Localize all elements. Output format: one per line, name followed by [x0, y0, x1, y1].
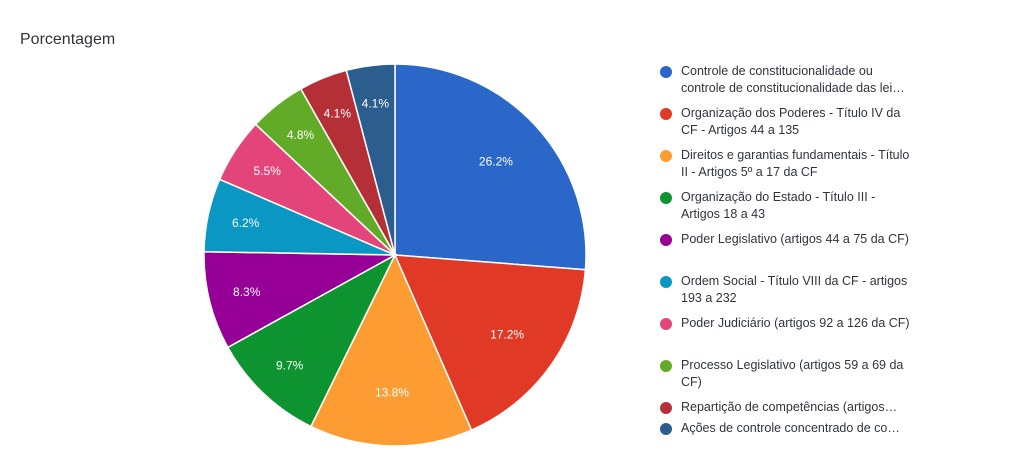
legend-label: Direitos e garantias fundamentais - Títu… — [681, 148, 910, 179]
legend-swatch — [660, 360, 672, 372]
legend-item[interactable]: Processo Legislativo (artigos 59 a 69 da… — [660, 357, 960, 399]
slice-label-2: 17.2% — [490, 328, 524, 342]
pie-slice-3[interactable] — [309, 253, 473, 447]
legend-item[interactable]: Poder Legislativo (artigos 44 a 75 da CF… — [660, 231, 960, 273]
legend-label: Organização do Estado - Título III - Art… — [681, 190, 876, 221]
legend-item[interactable]: Ações de controle concentrado de co… — [660, 420, 960, 441]
pie-chart: 26.2% 17.2% 13.8% 9.7% 8.3% 6.2% 5.5% 4.8% 4.1% 4… — [203, 63, 587, 447]
legend-item[interactable]: Ordem Social - Título VIII da CF - artig… — [660, 273, 960, 315]
pie-slice-1[interactable] — [394, 63, 587, 271]
legend-item[interactable]: Repartição de competências (artigos… — [660, 399, 960, 420]
pie-slice-5[interactable] — [203, 250, 398, 349]
legend-swatch — [660, 423, 672, 435]
slice-label-6: 6.2% — [232, 216, 260, 230]
slice-label-9: 4.1% — [324, 106, 352, 120]
legend-label: Repartição de competências (artigos… — [681, 400, 898, 414]
legend-swatch — [660, 318, 672, 330]
legend-item[interactable]: Controle de constitucionalidade ou contr… — [660, 63, 960, 105]
legend-label: Poder Legislativo (artigos 44 a 75 da CF… — [681, 232, 909, 246]
slice-label-1: 26.2% — [479, 155, 513, 169]
slice-label-7: 5.5% — [254, 164, 282, 178]
legend-label: Poder Judiciário (artigos 92 a 126 da CF… — [681, 316, 910, 330]
legend-swatch — [660, 150, 672, 162]
legend-label: Ordem Social - Título VIII da CF - artig… — [681, 274, 908, 305]
legend-item[interactable]: Poder Judiciário (artigos 92 a 126 da CF… — [660, 315, 960, 357]
legend-swatch — [660, 402, 672, 414]
legend-item[interactable]: Organização do Estado - Título III - Art… — [660, 189, 960, 231]
pie-slice-4[interactable] — [226, 253, 397, 428]
legend-swatch — [660, 276, 672, 288]
slice-label-10: 4.1% — [362, 96, 390, 110]
chart-title: Porcentagem — [20, 31, 116, 48]
pie-slice-2[interactable] — [393, 254, 587, 432]
legend-label: Controle de constitucionalidade ou contr… — [681, 64, 905, 95]
slice-label-3: 13.8% — [375, 385, 409, 399]
legend-swatch — [660, 234, 672, 246]
legend: Controle de constitucionalidade ou contr… — [660, 63, 960, 441]
legend-item[interactable]: Direitos e garantias fundamentais - Títu… — [660, 147, 960, 189]
legend-label: Processo Legislativo (artigos 59 a 69 da… — [681, 358, 904, 389]
legend-item[interactable]: Organização dos Poderes - Título IV da C… — [660, 105, 960, 147]
slice-label-5: 8.3% — [233, 285, 261, 299]
slice-label-4: 9.7% — [276, 359, 304, 373]
legend-label: Ações de controle concentrado de co… — [681, 421, 900, 435]
legend-swatch — [660, 66, 672, 78]
legend-label: Organização dos Poderes - Título IV da C… — [681, 106, 901, 137]
legend-swatch — [660, 192, 672, 204]
slice-label-8: 4.8% — [287, 128, 315, 142]
legend-swatch — [660, 108, 672, 120]
pie-slice-10[interactable] — [345, 63, 396, 256]
